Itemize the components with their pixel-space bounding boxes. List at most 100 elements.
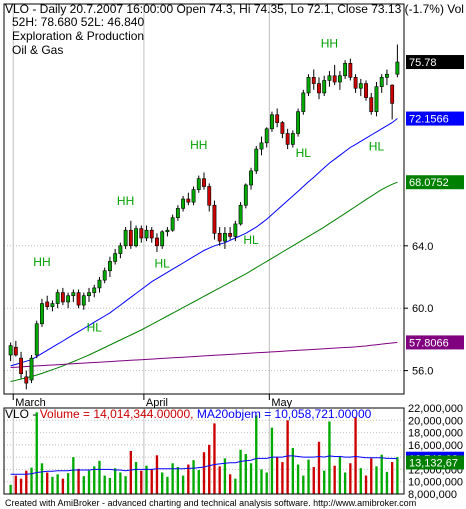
volume-bar xyxy=(359,468,362,494)
candle-body-up xyxy=(322,80,327,94)
volume-bar xyxy=(375,466,378,494)
candle xyxy=(92,284,97,298)
candle-body-down xyxy=(45,301,50,307)
candle xyxy=(364,80,368,101)
ma-line-ma_short xyxy=(10,118,398,367)
candle xyxy=(50,300,55,312)
annotation-hl: HL xyxy=(369,140,385,154)
candle xyxy=(228,227,233,240)
candle-body-up xyxy=(71,292,76,297)
candle xyxy=(337,71,342,90)
candle-body-down xyxy=(228,233,233,237)
candle xyxy=(107,256,112,277)
volume-bar xyxy=(46,472,49,494)
candle-body-down xyxy=(364,83,368,98)
candle xyxy=(175,205,180,221)
candle-body-down xyxy=(149,229,154,239)
volume-bar xyxy=(239,449,242,494)
candle xyxy=(181,195,186,212)
price-frame xyxy=(3,3,405,395)
volume-bar xyxy=(244,454,247,494)
volume-bar xyxy=(349,463,352,494)
candles xyxy=(8,44,400,390)
volume-bar xyxy=(108,478,112,494)
volume-bar xyxy=(296,464,300,494)
moving-average-lines xyxy=(10,118,398,382)
candle-body-up xyxy=(337,75,342,83)
candle-body-down xyxy=(285,133,290,145)
candle-body-up xyxy=(249,170,253,186)
candle-body-up xyxy=(107,261,112,272)
volume-bar xyxy=(171,463,174,494)
candle-body-up xyxy=(113,253,118,262)
volume-bar xyxy=(364,475,368,494)
volume-bar xyxy=(390,462,394,494)
volume-bar xyxy=(317,441,321,494)
volume-bar xyxy=(56,474,59,494)
candle xyxy=(118,242,123,259)
candle-body-up xyxy=(165,229,170,233)
volume-tick-label: 20,000,000 xyxy=(408,415,463,427)
candle-body-up xyxy=(92,287,97,293)
candle xyxy=(40,298,44,327)
candle xyxy=(332,64,337,86)
volume-bar xyxy=(260,469,263,494)
candle xyxy=(81,292,86,310)
candle-body-down xyxy=(390,84,395,104)
candle-body-up xyxy=(97,279,102,289)
candle xyxy=(395,44,400,78)
price-tick-label: 60.0 xyxy=(412,303,433,315)
candle-body-up xyxy=(238,204,243,225)
volume-bar xyxy=(202,452,206,494)
volume-bar xyxy=(61,478,65,494)
volume-bar xyxy=(370,458,373,494)
candle-body-up xyxy=(301,92,306,112)
volume-bar xyxy=(134,462,138,494)
volume-bar xyxy=(25,470,28,494)
candle xyxy=(222,227,227,249)
price-tick-label: 64.0 xyxy=(412,241,433,253)
volume-bar xyxy=(291,447,295,494)
volume-bar xyxy=(40,463,44,494)
candle-body-up xyxy=(50,303,55,307)
volume-tick-label: 10,000,000 xyxy=(408,477,463,489)
candle xyxy=(13,340,18,357)
volume-tick-label: 22,000,000 xyxy=(408,403,463,415)
header-line-4: Oil & Gas xyxy=(12,43,63,57)
candle xyxy=(123,227,128,249)
candle xyxy=(66,292,71,309)
volume-bar xyxy=(140,470,143,494)
candle xyxy=(87,287,91,302)
volume-bar xyxy=(354,417,357,494)
candle-body-down xyxy=(280,122,285,134)
volume-value-label: Volume = 14,014,344.00000, xyxy=(40,407,194,421)
price-tag-ma_mid: 68.0752 xyxy=(406,175,464,190)
candle-body-down xyxy=(24,376,29,384)
volume-bar xyxy=(333,465,336,494)
chart-header: VLO - Daily 20.7.2007 16:00:00 Open 74.3… xyxy=(5,2,466,57)
candle-body-down xyxy=(317,83,321,94)
candle-body-up xyxy=(327,75,332,81)
candle-body-up xyxy=(358,83,363,89)
candle xyxy=(29,355,34,384)
volume-bar xyxy=(187,464,190,494)
volume-tag-ma_mid-bg xyxy=(406,455,464,470)
price-value-tags: 75.78 72.1566 68.0752 57.8066 xyxy=(406,55,464,350)
candle xyxy=(264,127,269,148)
annotation-hl: HL xyxy=(243,233,259,247)
candle-body-up xyxy=(264,128,269,144)
ma-line-ma_long xyxy=(10,341,398,368)
candle xyxy=(296,108,301,137)
candle-body-up xyxy=(379,77,384,87)
candle-body-down xyxy=(128,229,133,247)
candle xyxy=(249,167,253,190)
volume-bar xyxy=(380,454,383,494)
volume-frame xyxy=(3,407,405,495)
candle-body-up xyxy=(395,61,400,75)
candle xyxy=(322,75,327,97)
candle-body-down xyxy=(217,233,222,242)
volume-bar xyxy=(35,412,38,494)
candle-body-up xyxy=(66,295,71,303)
price-axis: 56.0 60.0 64.0 xyxy=(404,241,433,378)
volume-bar xyxy=(19,478,23,494)
